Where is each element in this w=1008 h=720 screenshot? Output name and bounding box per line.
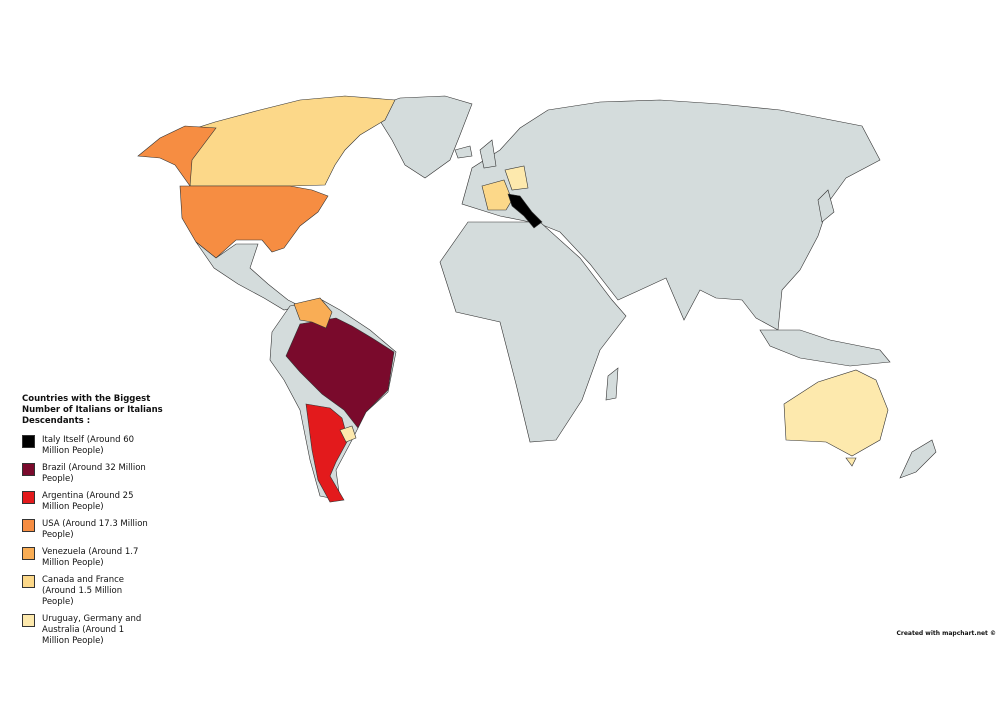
legend-swatch: [22, 435, 35, 448]
country: [759, 329, 891, 367]
country: [605, 367, 619, 401]
legend-items: Italy Itself (Around 60 Million People) B…: [22, 435, 172, 647]
legend-item: Uruguay, Germany and Australia (Around 1…: [22, 614, 172, 647]
country: [189, 95, 396, 187]
credit: Created with mapchart.net ©: [896, 630, 996, 637]
country: [899, 439, 937, 479]
country: [507, 193, 543, 229]
legend-swatch: [22, 575, 35, 588]
country: [285, 317, 395, 429]
country: [504, 165, 529, 191]
legend-swatch: [22, 614, 35, 627]
legend-item: Italy Itself (Around 60 Million People): [22, 435, 172, 457]
legend-swatch: [22, 547, 35, 560]
legend: Countries with the Biggest Number of Ita…: [22, 394, 172, 653]
country: [454, 145, 473, 159]
country: [371, 95, 473, 179]
legend-swatch: [22, 463, 35, 476]
country: [305, 403, 349, 503]
legend-title: Countries with the Biggest Number of Ita…: [22, 394, 163, 426]
legend-label: Canada and France (Around 1.5 Million Pe…: [42, 575, 125, 607]
legend-label: Argentina (Around 25 Million People): [42, 491, 134, 512]
legend-label: Brazil (Around 32 Million People): [42, 463, 146, 484]
legend-item: Canada and France (Around 1.5 Million Pe…: [22, 575, 172, 608]
country: [137, 125, 217, 187]
country: [479, 139, 497, 169]
legend-swatch: [22, 491, 35, 504]
country: [481, 179, 513, 211]
country: [817, 189, 835, 223]
legend-swatch: [22, 519, 35, 532]
legend-label: Uruguay, Germany and Australia (Around 1…: [42, 614, 142, 646]
legend-item: USA (Around 17.3 Million People): [22, 519, 172, 541]
country: [195, 241, 301, 311]
legend-item: Argentina (Around 25 Million People): [22, 491, 172, 513]
country: [293, 297, 333, 329]
legend-label: Venezuela (Around 1.7 Million People): [42, 547, 139, 568]
legend-item: Brazil (Around 32 Million People): [22, 463, 172, 485]
legend-label: Italy Itself (Around 60 Million People): [42, 435, 135, 456]
country: [461, 99, 881, 331]
country: [339, 425, 357, 443]
legend-label: USA (Around 17.3 Million People): [42, 519, 148, 540]
country: [439, 221, 627, 443]
country: [845, 457, 857, 467]
legend-item: Venezuela (Around 1.7 Million People): [22, 547, 172, 569]
country: [783, 369, 889, 457]
